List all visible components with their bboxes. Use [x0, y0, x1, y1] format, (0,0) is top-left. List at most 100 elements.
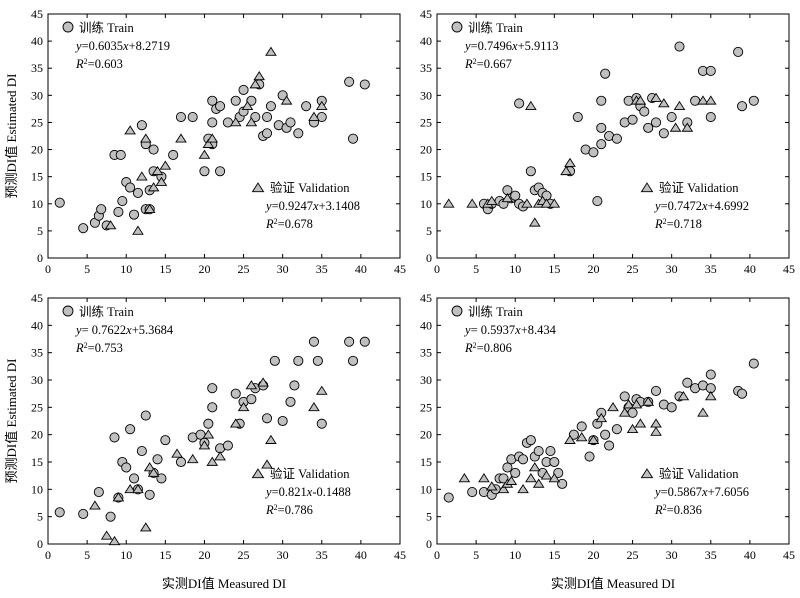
- y-tick-label: 45: [31, 291, 43, 305]
- validation-point: [442, 198, 455, 208]
- y-axis-title-top: 预测DI值 Estimated DI: [4, 74, 19, 199]
- legend-train-marker: [451, 305, 463, 317]
- train-point: [748, 95, 759, 106]
- plot-frame: [47, 297, 401, 545]
- validation-equation: y=0.821x-0.1488: [264, 485, 351, 499]
- train-r-squared: R2=0.806: [464, 341, 512, 356]
- validation-point: [525, 473, 537, 483]
- legend-validation-marker: [251, 468, 265, 479]
- train-point: [121, 462, 132, 473]
- x-tick-label: 0: [434, 548, 440, 562]
- validation-point: [458, 473, 471, 483]
- validation-point: [143, 462, 156, 472]
- x-tick-label: 30: [666, 262, 678, 276]
- validation-r-squared: R2=0.786: [265, 503, 313, 518]
- train-point: [344, 336, 355, 347]
- y-tick-label: 25: [31, 115, 43, 129]
- train-equation: y=0.6035x+8.2719: [74, 39, 170, 53]
- validation-point: [100, 530, 113, 540]
- y-tick-label: 35: [420, 346, 432, 360]
- train-point: [639, 106, 650, 117]
- y-tick-label: 45: [420, 291, 432, 305]
- validation-point: [124, 125, 136, 135]
- x-tick-label: 45: [394, 548, 406, 562]
- train-point: [502, 462, 513, 473]
- legend-train: 训练 Train y= 0.7622x+5.3684 R2=0.753: [62, 304, 174, 355]
- train-point: [549, 456, 560, 468]
- validation-point: [171, 448, 183, 458]
- plot-frame: [47, 13, 401, 259]
- validation-point: [540, 470, 553, 480]
- validation-point: [147, 182, 160, 192]
- validation-point: [159, 160, 172, 170]
- validation-point: [139, 522, 152, 532]
- plot-frame: [436, 297, 790, 545]
- validation-point: [669, 122, 682, 132]
- y-tick-label: 30: [420, 373, 432, 387]
- validation-point: [575, 432, 588, 442]
- train-point: [285, 396, 296, 407]
- legend-validation: 验证 Validation y=0.9247x+3.1408 R2=0.678: [251, 180, 360, 231]
- train-point: [250, 111, 261, 123]
- plot-frame: [436, 13, 790, 259]
- y-tick-label: 20: [31, 143, 43, 157]
- validation-point: [198, 149, 211, 159]
- train-point: [611, 133, 622, 144]
- data-points: [443, 358, 759, 503]
- y-tick-label: 5: [426, 510, 432, 524]
- train-point: [148, 144, 159, 155]
- validation-point: [257, 377, 269, 387]
- y-tick-label: 45: [420, 7, 432, 21]
- legend-validation-label: 验证 Validation: [659, 466, 739, 481]
- validation-point: [202, 138, 215, 148]
- validation-point: [175, 133, 187, 143]
- y-tick-label: 0: [37, 537, 43, 551]
- train-point: [748, 358, 759, 369]
- validation-point: [650, 426, 662, 436]
- train-point: [588, 147, 599, 158]
- validation-point: [206, 456, 219, 466]
- train-point: [348, 355, 359, 366]
- y-tick-label: 5: [37, 224, 43, 238]
- y-tick-label: 40: [31, 34, 43, 48]
- train-point: [498, 473, 509, 484]
- x-tick-label: 0: [45, 548, 51, 562]
- train-equation: y=0.7496x+5.9113: [463, 39, 559, 53]
- validation-point: [132, 483, 144, 494]
- legend-validation: 验证 Validation y=0.5867x+7.6056 R2=0.836: [640, 466, 749, 518]
- train-point: [293, 128, 304, 139]
- validation-equation: y=0.9247x+3.1408: [264, 199, 360, 213]
- train-point: [140, 410, 151, 421]
- validation-point: [147, 467, 160, 477]
- train-point: [230, 388, 241, 399]
- train-point: [666, 111, 677, 123]
- train-point: [596, 95, 607, 106]
- validation-point: [505, 475, 518, 485]
- validation-point: [521, 198, 533, 208]
- validation-point: [560, 165, 572, 176]
- validation-point: [186, 453, 199, 464]
- x-tick-label: 15: [548, 262, 560, 276]
- x-tick-label: 40: [355, 262, 367, 276]
- validation-r-squared: R2=0.836: [654, 503, 702, 518]
- validation-point: [143, 203, 156, 214]
- train-r-squared: R2=0.603: [75, 57, 123, 72]
- train-point: [261, 111, 273, 123]
- validation-point: [112, 492, 125, 502]
- legend-validation-marker: [640, 468, 654, 479]
- train-point: [128, 209, 140, 220]
- train-point: [611, 424, 622, 435]
- data-points: [54, 46, 370, 235]
- validation-point: [618, 407, 631, 417]
- x-tick-label: 35: [705, 262, 717, 276]
- train-point: [289, 380, 300, 391]
- panel-top-right: 0 5 10 15 20 25 30 35 40 45 0 5 10 15 20 25 30 35 40 45 训练 …: [420, 7, 795, 276]
- validation-point: [485, 481, 498, 491]
- y-tick-label: 45: [31, 7, 43, 21]
- train-point: [215, 101, 226, 112]
- y-tick-label: 0: [37, 251, 43, 265]
- validation-point: [466, 198, 479, 208]
- validation-point: [139, 133, 152, 143]
- train-point: [109, 432, 120, 443]
- validation-point: [548, 473, 561, 483]
